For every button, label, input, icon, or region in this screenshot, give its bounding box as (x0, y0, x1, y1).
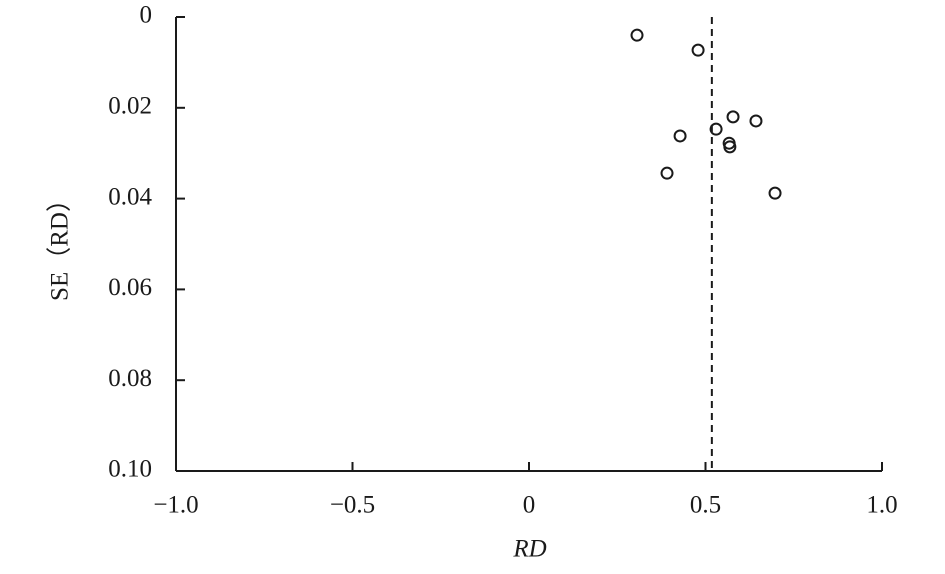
x-tick-label: 0 (523, 492, 536, 519)
point (660, 166, 674, 180)
point (709, 122, 723, 136)
x-tick-label: −0.5 (330, 492, 375, 519)
y-tick-label: 0.04 (108, 183, 152, 210)
point (723, 140, 737, 154)
point (749, 114, 763, 128)
y-tick-label: 0.10 (108, 456, 152, 483)
x-tick-label: 0.5 (690, 492, 721, 519)
y-tick-label: 0.08 (108, 365, 152, 392)
y-tick-label: 0 (140, 2, 153, 29)
x-tick-label: 1.0 (866, 492, 897, 519)
y-axis-label: SE（RD） (46, 187, 74, 301)
x-tick-label: −1.0 (153, 492, 198, 519)
point (691, 43, 705, 57)
x-axis-label: RD (512, 536, 546, 563)
point (726, 110, 740, 124)
y-tick-label: 0.06 (108, 274, 152, 301)
point (768, 186, 782, 200)
point (630, 28, 644, 42)
point (673, 129, 687, 143)
y-tick-label: 0.02 (108, 93, 152, 120)
